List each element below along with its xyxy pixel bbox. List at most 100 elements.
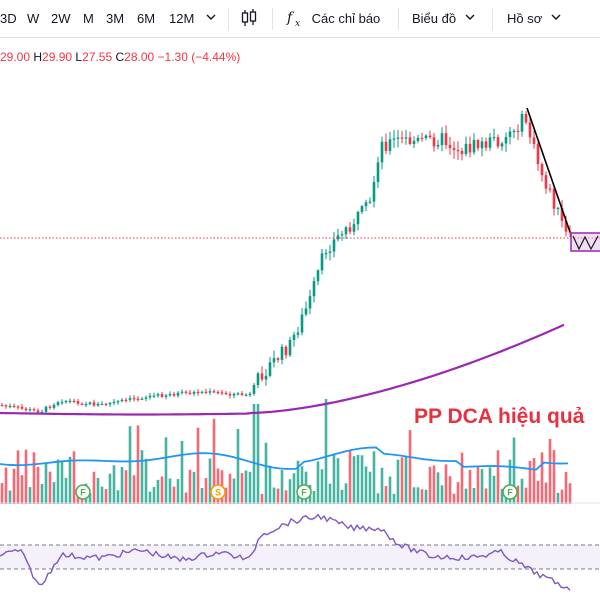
- volume-bar: [200, 487, 204, 504]
- candlestick-icon[interactable]: [240, 8, 258, 31]
- timeframe-w[interactable]: W: [27, 11, 40, 26]
- timeframe-12m[interactable]: 12M: [169, 11, 195, 26]
- volume-bar: [420, 489, 424, 504]
- toolbar-separator: [492, 8, 493, 30]
- volume-bar: [12, 468, 16, 504]
- candle-body: [508, 131, 512, 137]
- volume-bar: [508, 459, 512, 504]
- candle-body: [384, 141, 388, 151]
- annotation-text: PP DCA hiệu quả: [414, 405, 585, 428]
- candle-body: [500, 143, 504, 147]
- candle-body: [220, 392, 224, 394]
- timeframe-m[interactable]: M: [83, 11, 94, 26]
- candle-body: [404, 137, 408, 139]
- volume-bar: [256, 404, 260, 504]
- candle-body: [52, 404, 56, 408]
- candle-body: [272, 358, 276, 363]
- candle-body: [296, 332, 300, 335]
- volume-bar: [116, 490, 120, 504]
- volume-bar: [556, 492, 560, 504]
- volume-bar: [176, 479, 180, 504]
- volume-bar: [264, 442, 268, 504]
- volume-bar: [96, 477, 100, 504]
- volume-bar: [72, 451, 76, 504]
- candle-body: [424, 135, 428, 139]
- indicators-button[interactable]: f x Các chỉ báo: [286, 8, 380, 29]
- candle-body: [196, 391, 200, 394]
- toolbar-separator: [398, 8, 399, 30]
- volume-bar: [380, 467, 384, 504]
- candle-body: [92, 402, 96, 406]
- volume-bar: [48, 471, 52, 504]
- svg-text:x: x: [295, 19, 300, 28]
- volume-bar: [408, 430, 412, 504]
- volume-bar: [540, 452, 544, 504]
- candle-body: [292, 334, 296, 341]
- volume-bar: [36, 466, 40, 504]
- volume-bar: [232, 478, 236, 504]
- volume-bar: [212, 418, 216, 504]
- volume-bar: [164, 437, 168, 504]
- candle-body: [464, 143, 468, 155]
- volume-bar: [180, 440, 184, 504]
- candle-body: [356, 211, 360, 225]
- volume-bar: [248, 471, 252, 504]
- candle-body: [84, 404, 88, 406]
- candle-body: [332, 239, 336, 252]
- candle-body: [444, 133, 448, 146]
- candle-body: [264, 375, 268, 380]
- volume-bar: [344, 483, 348, 504]
- volume-bar: [312, 490, 316, 504]
- ohlc-change-pct: (−4.44%): [191, 50, 241, 64]
- chevron-down-icon[interactable]: [206, 10, 216, 25]
- candle-body: [548, 188, 552, 190]
- volume-bar: [276, 488, 280, 504]
- candle-body: [532, 137, 536, 145]
- volume-bar: [296, 460, 300, 504]
- candle-body: [88, 402, 92, 405]
- candle-body: [420, 137, 424, 140]
- volume-bar: [332, 454, 336, 504]
- candle-body: [36, 410, 40, 414]
- volume-bar: [552, 450, 556, 504]
- volume-bar: [204, 478, 208, 504]
- volume-bar: [528, 460, 532, 504]
- candle-body: [268, 362, 272, 376]
- volume-bar: [240, 473, 244, 504]
- candle-body: [388, 139, 392, 151]
- timeframe-3m[interactable]: 3M: [106, 11, 125, 26]
- volume-bar: [252, 404, 256, 504]
- candle-body: [96, 403, 100, 406]
- candle-body: [344, 227, 348, 235]
- candle-body: [540, 163, 544, 176]
- timeframe-2w[interactable]: 2W: [51, 11, 71, 26]
- timeframe-3d[interactable]: 3D: [0, 11, 17, 26]
- volume-bar: [364, 466, 368, 504]
- profile-label: Hồ sơ: [507, 11, 543, 26]
- candle-body: [244, 394, 248, 396]
- candle-body: [232, 393, 236, 396]
- volume-bar: [40, 483, 44, 504]
- volume-bar: [500, 488, 504, 504]
- volume-bar: [288, 479, 292, 504]
- chart-type-button[interactable]: Biểu đồ: [412, 11, 475, 26]
- volume-bar: [324, 399, 328, 504]
- candle-body: [396, 137, 400, 139]
- candle-body: [68, 400, 72, 403]
- volume-bar: [104, 489, 108, 504]
- candle-body: [528, 122, 532, 138]
- volume-bar: [148, 491, 152, 504]
- volume-bar: [520, 478, 524, 504]
- candle-body: [184, 391, 188, 393]
- volume-bar: [20, 475, 24, 504]
- candle-body: [144, 397, 148, 399]
- candle-body: [428, 135, 432, 138]
- profile-button[interactable]: Hồ sơ: [507, 11, 561, 26]
- volume-bar: [124, 470, 128, 504]
- volume-bar: [64, 477, 68, 504]
- timeframe-6m[interactable]: 6M: [137, 11, 156, 26]
- candle-body: [364, 202, 368, 207]
- candle-body: [32, 409, 36, 411]
